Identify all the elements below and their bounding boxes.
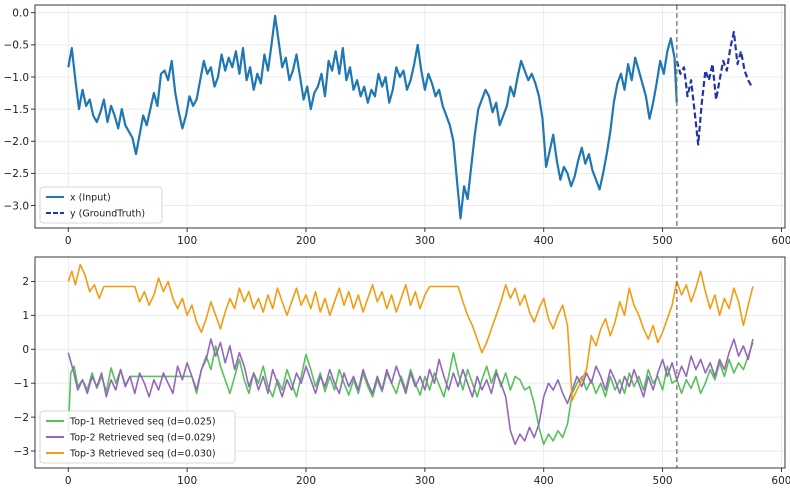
axes-frame — [34, 4, 786, 229]
y-tick-label: −0.5 — [4, 40, 30, 52]
legend: Top-1 Retrieved seq (d=0.025) Top-2 Retri… — [39, 410, 236, 464]
legend: x (Input) y (GroundTruth) — [39, 186, 163, 224]
x-tick-label: 500 — [653, 235, 673, 247]
y-tick-label: −1.5 — [4, 104, 30, 116]
legend-label: Top-2 Retrieved seq (d=0.029) — [69, 433, 216, 444]
series-line-2 — [675, 30, 753, 146]
series-line-1 — [67, 14, 678, 220]
y-tick-label: −2 — [14, 412, 29, 424]
x-tick-label: 0 — [65, 475, 72, 487]
legend-box — [39, 186, 163, 224]
y-tick-label: −3.0 — [4, 200, 30, 212]
y-tick-label: −1.0 — [4, 72, 30, 84]
x-tick-label: 600 — [771, 235, 790, 247]
y-tick-label: −3 — [14, 446, 29, 458]
legend-box — [39, 410, 236, 464]
legend-label: Top-3 Retrieved seq (d=0.030) — [69, 449, 216, 460]
x-tick-label: 400 — [534, 235, 554, 247]
y-tick-label: −2.0 — [4, 136, 30, 148]
x-tick-label: 300 — [415, 475, 435, 487]
series-line-3 — [67, 263, 754, 401]
x-tick-label: 600 — [771, 475, 790, 487]
y-tick-label: 0 — [22, 344, 29, 356]
legend-label: x (Input) — [70, 193, 111, 204]
legend-label: Top-1 Retrieved seq (d=0.025) — [69, 417, 216, 428]
x-tick-label: 200 — [296, 475, 316, 487]
legend-label: y (GroundTruth) — [70, 209, 145, 220]
series-line-2 — [67, 338, 754, 446]
y-tick-label: −1 — [14, 378, 29, 390]
x-tick-label: 200 — [296, 235, 316, 247]
x-tick-label: 0 — [65, 235, 72, 247]
x-tick-label: 100 — [177, 475, 197, 487]
x-tick-label: 500 — [653, 475, 673, 487]
x-tick-label: 400 — [534, 475, 554, 487]
axes-frame — [34, 256, 786, 469]
y-tick-label: 2 — [22, 276, 29, 288]
y-tick-label: −2.5 — [4, 168, 30, 180]
y-tick-label: 0.0 — [12, 8, 29, 20]
y-tick-label: 1 — [22, 310, 29, 322]
bottom-panel: 0 100 200 300 400 500 600 2 1 0 −1 −2 −3 Top-1 Retrie… — [14, 256, 790, 487]
top-panel: 0 100 200 300 400 500 600 0.0 −0.5 −1.0 −1.5 −2.0 −2… — [4, 4, 790, 247]
x-tick-label: 100 — [177, 235, 197, 247]
x-tick-label: 300 — [415, 235, 435, 247]
